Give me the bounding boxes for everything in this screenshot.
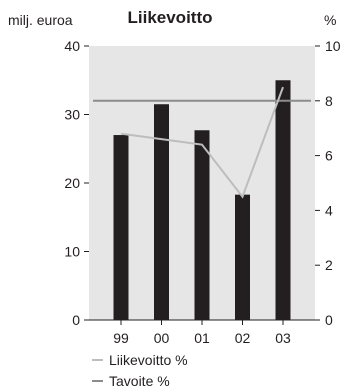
- right-tick-label: 2: [325, 257, 333, 273]
- right-tick-label: 8: [325, 93, 333, 109]
- bar-99: [113, 135, 129, 320]
- right-tick-label: 4: [325, 202, 333, 218]
- bar-02: [235, 194, 250, 320]
- bar-03: [275, 80, 291, 320]
- right-axis-ticks: 0 2 4 6 8 10: [315, 38, 340, 328]
- left-tick-label: 30: [64, 107, 80, 123]
- right-axis-unit: %: [324, 12, 337, 28]
- bars: [113, 80, 291, 320]
- x-tick-label: 03: [275, 330, 291, 346]
- left-tick-label: 20: [64, 175, 80, 191]
- left-tick-label: 0: [72, 312, 80, 328]
- profit-percent-line: [120, 86, 284, 199]
- legend-item-target-percent: Tavoite %: [92, 373, 170, 389]
- legend-label: Liikevoitto %: [109, 352, 188, 368]
- chart-title: Liikevoitto: [127, 8, 213, 27]
- left-axis-ticks: 0 10 20 30 40: [64, 38, 89, 328]
- right-tick-label: 6: [325, 148, 333, 164]
- legend-item-profit-percent: Liikevoitto %: [92, 352, 188, 368]
- right-tick-label: 0: [325, 312, 333, 328]
- right-tick-label: 10: [325, 38, 340, 54]
- x-tick-label: 99: [113, 330, 129, 346]
- bar-01: [194, 130, 210, 320]
- legend-label: Tavoite %: [109, 373, 170, 389]
- x-tick-label: 00: [154, 330, 170, 346]
- bar-00: [154, 104, 169, 320]
- left-tick-label: 40: [64, 38, 80, 54]
- left-axis-unit: milj. euroa: [8, 12, 73, 28]
- x-tick-label: 01: [194, 330, 210, 346]
- legend-swatch: [92, 380, 103, 382]
- legend-swatch: [92, 359, 103, 361]
- x-axis-ticks: 99 00 01 02 03: [113, 320, 291, 346]
- left-tick-label: 10: [64, 244, 80, 260]
- x-tick-label: 02: [235, 330, 251, 346]
